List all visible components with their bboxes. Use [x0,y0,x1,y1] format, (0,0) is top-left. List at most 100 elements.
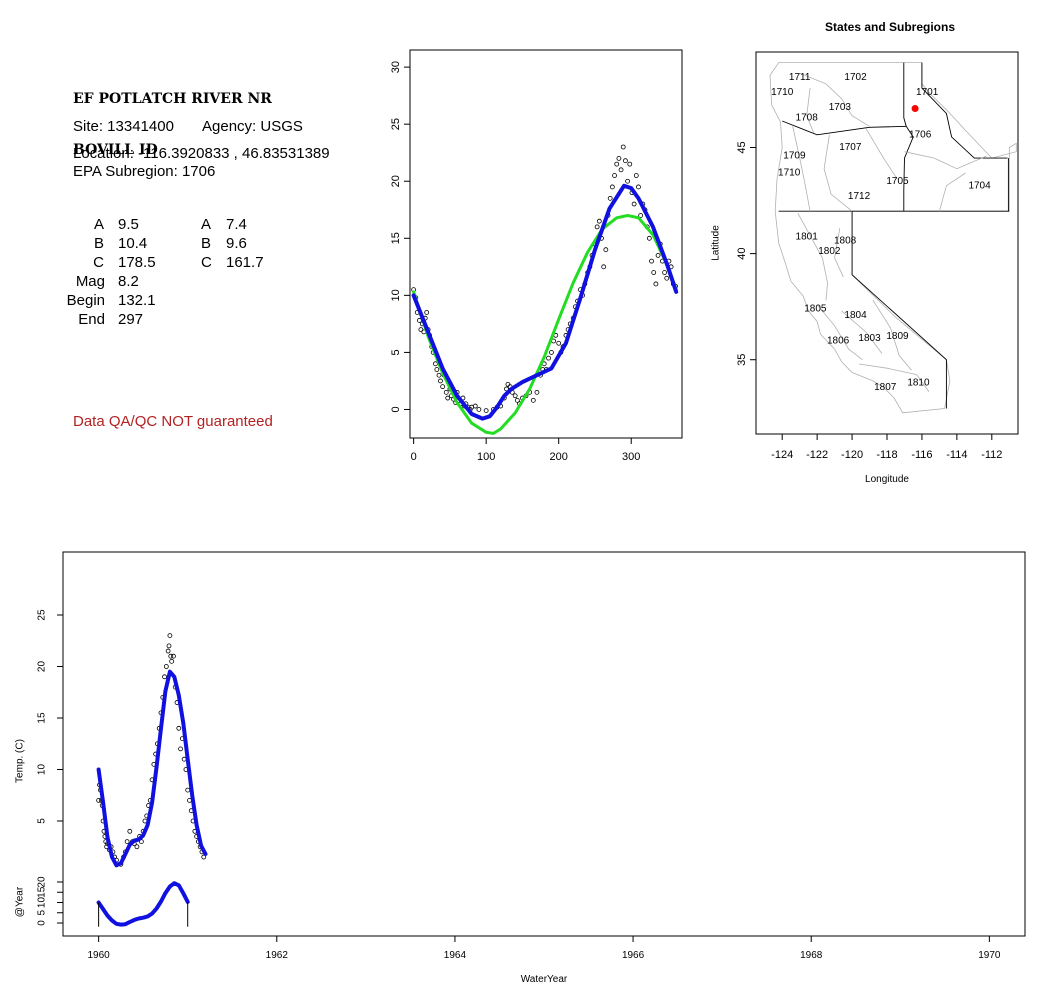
y-tick-label: 15 [37,712,48,724]
param-label: C [201,254,212,271]
data-point [514,397,520,403]
y-tick-label: 35 [736,354,748,366]
data-point [472,403,478,409]
location: Location: -116.3920833 , 46.83531389 [73,145,330,162]
subregion-boundary [797,213,829,301]
param-value: 297 [118,311,144,328]
subregion-boundary [939,172,966,212]
data-point [620,144,626,150]
data-point [162,674,167,680]
data-point [483,408,489,414]
data-point [443,389,449,395]
y2-tick-label: 10 [37,897,48,909]
data-point [176,725,182,731]
map-title: States and Subregions [825,20,955,34]
y-axis-label: Temp. (C) [15,739,26,783]
y-tick-label: 30 [390,61,402,73]
subregion-label: 1801 [796,231,819,242]
x-tick-label: -118 [876,449,897,461]
y-tick-label: 25 [390,118,402,130]
param-value: 8.2 [118,273,139,290]
x-tick-label: 0 [411,451,417,463]
data-point [169,658,175,664]
data-point [438,378,443,384]
data-point [96,797,102,803]
x-tick-label: 100 [477,451,495,463]
y-tick-label: 10 [37,764,48,776]
param-label: B [201,235,212,252]
subregion-label: 1701 [916,87,939,98]
data-point [607,195,613,201]
data-point [168,653,174,659]
param-value: 9.5 [118,216,139,233]
data-point [424,310,430,315]
data-point [614,161,620,167]
subregion-label: 1704 [968,180,991,191]
x-tick-label: 1966 [622,950,645,961]
data-point [124,839,130,845]
state-border [921,62,1008,159]
plot-frame [62,551,1026,937]
subregion-boundary [823,134,853,212]
qa-notice: Data QA/QC NOT guaranteed [73,413,273,430]
data-point [612,173,617,178]
param-label: A [201,216,212,233]
y-tick-label: 20 [390,175,402,187]
subregion-label: 1710 [771,87,794,98]
data-point [530,397,536,403]
seasonal-chart: 0 100 200 300 0 5 10 15 20 25 30 [390,49,683,463]
y-tick-label: 25 [37,609,48,621]
subregion-label: 1805 [804,303,827,314]
subregion-outline [769,62,1017,414]
param-value: 178.5 [118,254,156,271]
blue-fit-line [411,183,679,421]
subregion-label: 1804 [844,310,867,321]
y-tick-label: 45 [736,141,748,153]
data-point [432,361,438,367]
year-fit-line [96,881,190,927]
subregion-boundary [841,310,883,354]
subregion-label: 1703 [829,102,852,113]
data-point [664,275,670,281]
param-value: 10.4 [118,235,148,252]
y-tick-label: 0 [390,406,402,412]
data-point [627,161,633,167]
data-point [638,213,644,218]
subregion-boundary [816,304,863,361]
data-point [185,787,191,793]
x-tick-label: -124 [771,449,793,461]
subregion-label: 1702 [844,72,867,83]
data-point [633,173,639,178]
data-point [601,264,607,270]
data-point [556,340,562,346]
x-tick-label: -116 [911,449,932,461]
site-name: EF POTLATCH RIVER NR BOVILL ID [73,57,272,176]
data-point [636,184,641,190]
data-point [134,844,140,850]
x-axis-label: WaterYear [521,974,568,985]
data-point [163,664,169,669]
x-tick-label: 1964 [444,950,467,961]
state-border [851,211,947,409]
subregion-label: 1708 [796,112,819,123]
param-value: 9.6 [226,235,247,252]
x-tick-label: 1962 [266,950,289,961]
state-border [782,120,907,136]
subregion-label: 1806 [827,335,850,346]
data-point [127,828,133,834]
subregion-boundary [806,88,814,133]
data-point [201,854,207,860]
param-value: 132.1 [118,292,156,309]
timeseries-chart: 1960 1962 1964 1966 1968 19705101520250510152… [15,551,1026,985]
param-label: Mag [75,273,105,290]
y-tick-label: 5 [390,349,402,355]
y2-tick-label: 0 [37,920,48,926]
data-point [445,395,451,401]
data-point [167,633,173,638]
x-tick-label: 1960 [88,950,111,961]
data-point [512,393,518,399]
data-point [165,648,171,654]
subregion-label: 1710 [778,168,801,179]
y-tick-label: 10 [390,289,402,301]
data-point [436,372,442,378]
